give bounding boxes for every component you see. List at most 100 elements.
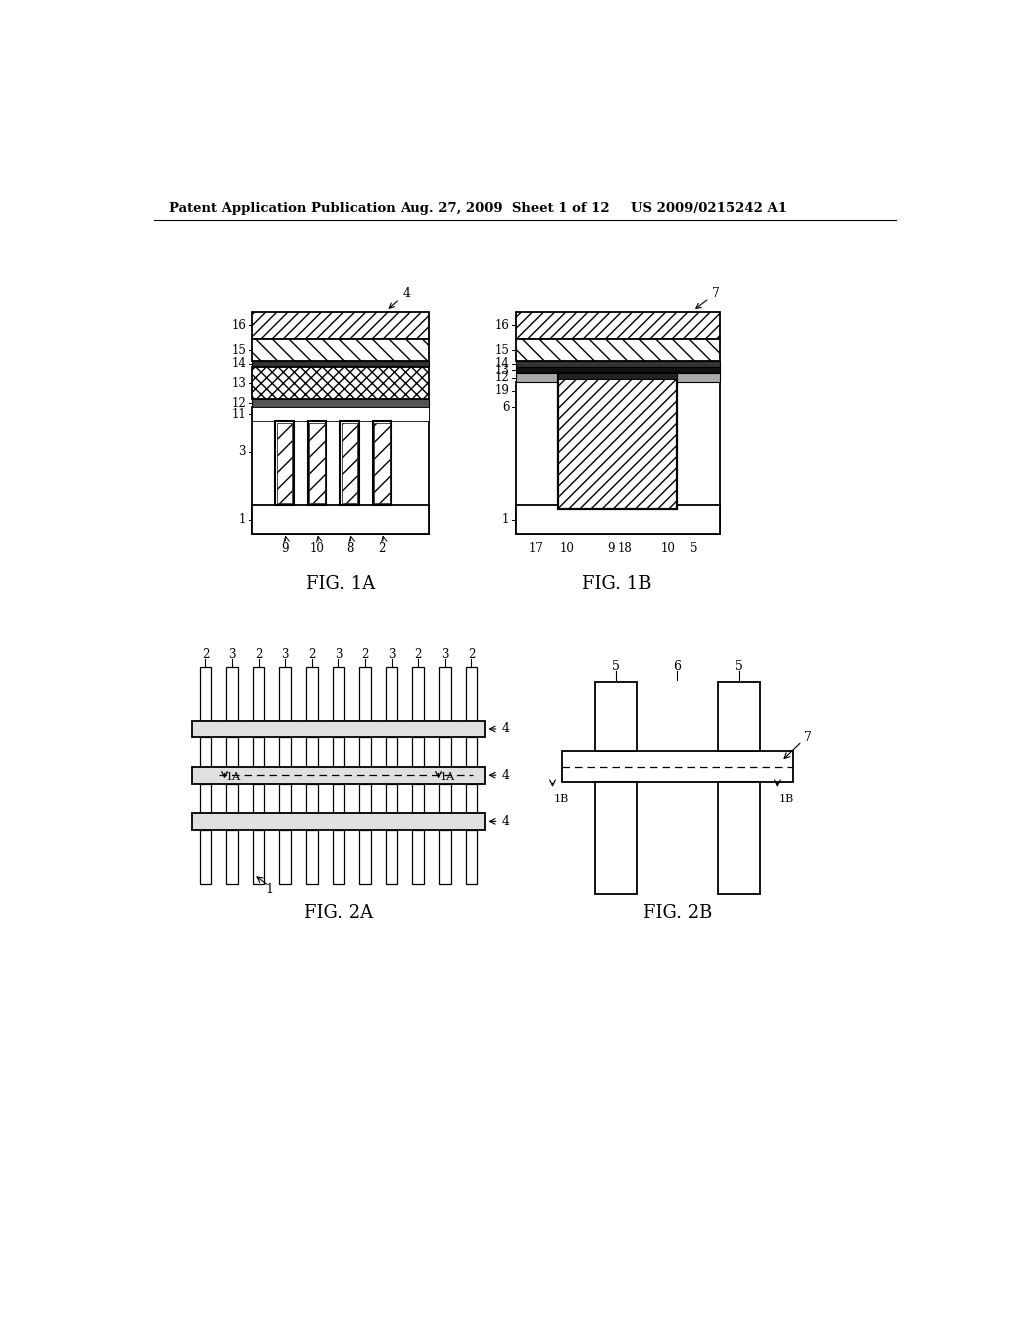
Text: 3: 3 [282, 648, 289, 661]
Text: FIG. 2A: FIG. 2A [304, 904, 373, 921]
Bar [333, 784, 344, 813]
Bar [252, 313, 429, 339]
Bar [226, 738, 238, 767]
Text: 2: 2 [468, 648, 475, 661]
Text: FIG. 1B: FIG. 1B [583, 576, 652, 593]
Bar [466, 784, 477, 813]
Text: FIG. 2B: FIG. 2B [643, 904, 712, 921]
Text: 6: 6 [502, 400, 509, 413]
Bar [558, 374, 677, 508]
Text: 3: 3 [441, 648, 449, 661]
Bar [333, 738, 344, 767]
Bar [558, 374, 677, 379]
Bar [359, 830, 371, 884]
Text: 2: 2 [379, 541, 386, 554]
Bar [280, 784, 291, 813]
Text: 16: 16 [495, 319, 509, 333]
Bar [193, 721, 484, 738]
Text: 5: 5 [690, 541, 698, 554]
Bar [386, 667, 397, 721]
Bar [252, 407, 429, 535]
Text: Patent Application Publication: Patent Application Publication [169, 202, 396, 215]
Text: 4: 4 [502, 768, 510, 781]
Bar [718, 682, 761, 751]
Bar [306, 830, 317, 884]
Text: 17: 17 [529, 541, 544, 554]
Bar [200, 784, 211, 813]
Text: 3: 3 [239, 445, 246, 458]
Text: 3: 3 [388, 648, 395, 661]
Text: US 2009/0215242 A1: US 2009/0215242 A1 [631, 202, 787, 215]
Text: 2: 2 [308, 648, 315, 661]
Bar [595, 682, 637, 751]
Bar [253, 667, 264, 721]
Bar [253, 830, 264, 884]
Text: 18: 18 [617, 541, 632, 554]
Bar [308, 421, 327, 506]
Bar [309, 422, 325, 503]
Bar [439, 667, 451, 721]
Text: 10: 10 [560, 541, 574, 554]
Bar [439, 738, 451, 767]
Text: 16: 16 [231, 319, 246, 333]
Bar [515, 374, 720, 383]
Text: 5: 5 [611, 660, 620, 673]
Bar [306, 738, 317, 767]
Bar [252, 360, 429, 367]
Text: 1: 1 [611, 883, 620, 896]
Bar [413, 830, 424, 884]
Bar [306, 784, 317, 813]
Bar [413, 667, 424, 721]
Bar [340, 421, 358, 506]
Text: 7: 7 [696, 286, 720, 309]
Bar [439, 784, 451, 813]
Text: 15: 15 [231, 343, 246, 356]
Bar [253, 784, 264, 813]
Bar [515, 383, 720, 535]
Bar [193, 813, 484, 830]
Bar [515, 339, 720, 360]
Bar [252, 339, 429, 360]
Text: 7: 7 [804, 731, 812, 744]
Text: 4: 4 [389, 286, 411, 308]
Text: 1: 1 [265, 883, 273, 896]
Bar [718, 781, 761, 894]
Bar [386, 830, 397, 884]
Text: 6: 6 [673, 660, 681, 673]
Text: 4: 4 [502, 814, 510, 828]
Text: 10: 10 [660, 541, 676, 554]
Bar [515, 506, 720, 535]
Text: 13: 13 [231, 376, 246, 389]
Text: 19: 19 [495, 384, 509, 397]
Bar [333, 830, 344, 884]
Text: 15: 15 [495, 343, 509, 356]
Text: 2: 2 [202, 648, 209, 661]
Bar [359, 667, 371, 721]
Text: Aug. 27, 2009  Sheet 1 of 12: Aug. 27, 2009 Sheet 1 of 12 [400, 202, 609, 215]
Bar [275, 421, 294, 506]
Bar [386, 738, 397, 767]
Text: 1B: 1B [554, 795, 569, 804]
Text: 12: 12 [231, 397, 246, 409]
Bar [342, 422, 357, 503]
Text: 13: 13 [495, 363, 509, 376]
Bar [333, 667, 344, 721]
Bar [413, 738, 424, 767]
Bar [375, 422, 390, 503]
Text: 4: 4 [502, 722, 510, 735]
Text: 9: 9 [281, 541, 289, 554]
Text: 8: 8 [346, 541, 353, 554]
Bar [306, 667, 317, 721]
Bar [515, 367, 720, 374]
Text: 1: 1 [502, 513, 509, 527]
Text: 10: 10 [309, 541, 325, 554]
Bar [359, 784, 371, 813]
Bar [373, 421, 391, 506]
Text: 1A: 1A [440, 772, 456, 781]
Text: 12: 12 [495, 371, 509, 384]
Bar [386, 784, 397, 813]
Text: FIG. 1A: FIG. 1A [306, 576, 376, 593]
Text: 11: 11 [231, 408, 246, 421]
Bar [466, 830, 477, 884]
Bar [280, 667, 291, 721]
